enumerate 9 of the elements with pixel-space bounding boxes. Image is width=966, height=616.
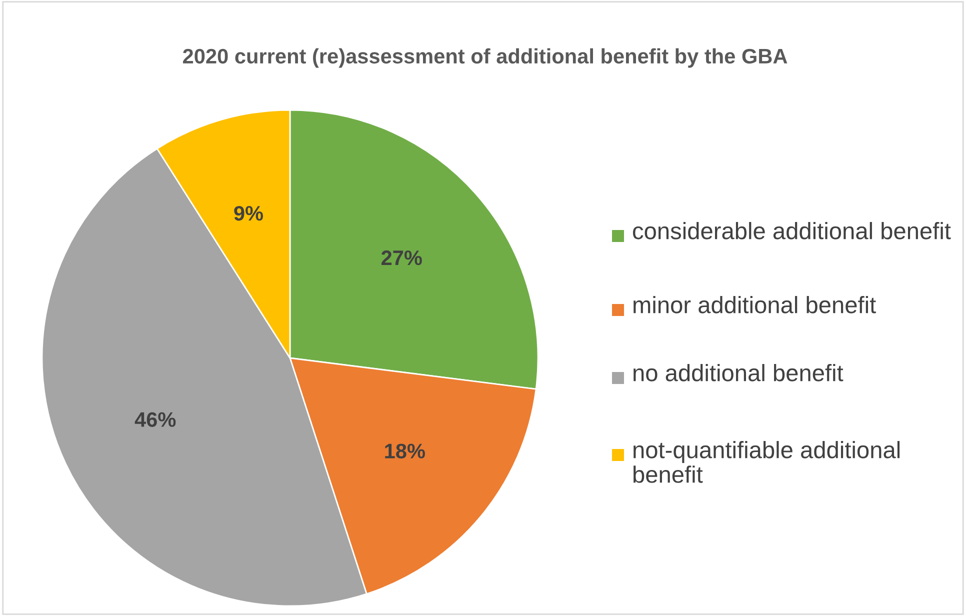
- data-label: 18%: [385, 444, 425, 458]
- chart-title: 2020 current (re)assessment of additional benefit by the GBA: [183, 48, 788, 68]
- data-label: 46%: [134, 412, 176, 427]
- legend-label: minor additional benefit: [634, 296, 876, 314]
- legend-label: considerable additional benefit: [633, 222, 951, 240]
- data-label: 27%: [381, 250, 422, 266]
- legend-label: no additional benefit: [634, 364, 844, 382]
- data-label: 9%: [234, 206, 263, 221]
- legend-label: not-quantifiable additional benefit: [634, 441, 900, 483]
